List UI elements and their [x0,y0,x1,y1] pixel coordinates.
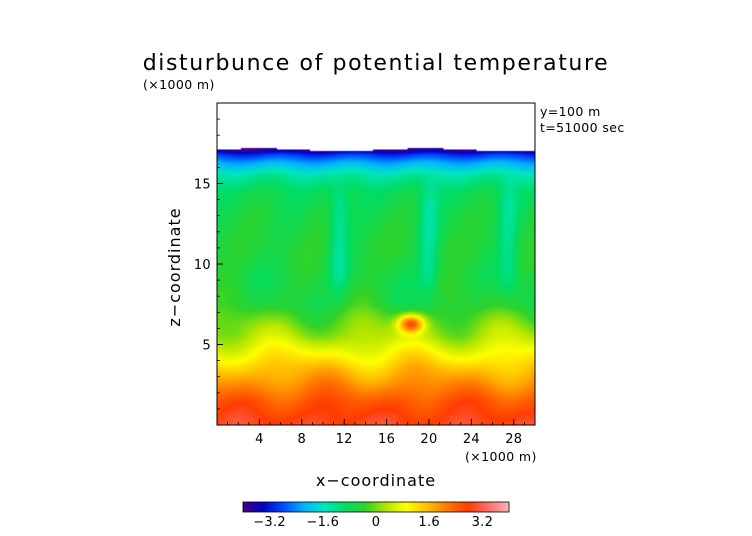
y-tick-label: 10 [194,258,211,273]
z-unit-label: (×1000 m) [143,77,215,92]
annotation-y: y=100 m [540,104,601,119]
field-layer [217,103,535,425]
annotation-t: t=51000 sec [540,120,625,135]
colorbar-tick-label: 3.2 [472,515,494,530]
x-tick-label: 24 [463,432,480,447]
y-axis-ticks: 5 10 15 [194,118,223,410]
colorbar-frame [242,501,510,513]
colorbar-tick-label: −1.6 [306,515,339,530]
x-tick-label: 28 [505,432,522,447]
colorbar-tick-label: 0 [372,515,381,530]
colorbar [243,502,509,512]
chart-title: disturbunce of potential temperature [143,51,610,76]
x-tick-label: 8 [298,432,307,447]
x-tick-label: 12 [336,432,353,447]
x-tick-label: 4 [255,432,264,447]
x-axis-ticks: 4 8 12 16 20 24 28 [227,419,525,447]
colorbar-tick-label: −3.2 [253,515,286,530]
x-tick-label: 16 [378,432,395,447]
x-unit-label: (×1000 m) [465,449,537,464]
y-tick-label: 15 [194,178,211,193]
field-heatmap [217,103,535,425]
y-tick-label: 5 [202,339,211,354]
colorbar-tick-label: 1.6 [418,515,440,530]
x-tick-label: 20 [420,432,437,447]
y-axis-label: z−coordinate [165,207,184,326]
x-axis-label: x−coordinate [316,471,436,490]
colorbar-ticks: −3.2 −1.6 0 1.6 3.2 [253,515,493,530]
